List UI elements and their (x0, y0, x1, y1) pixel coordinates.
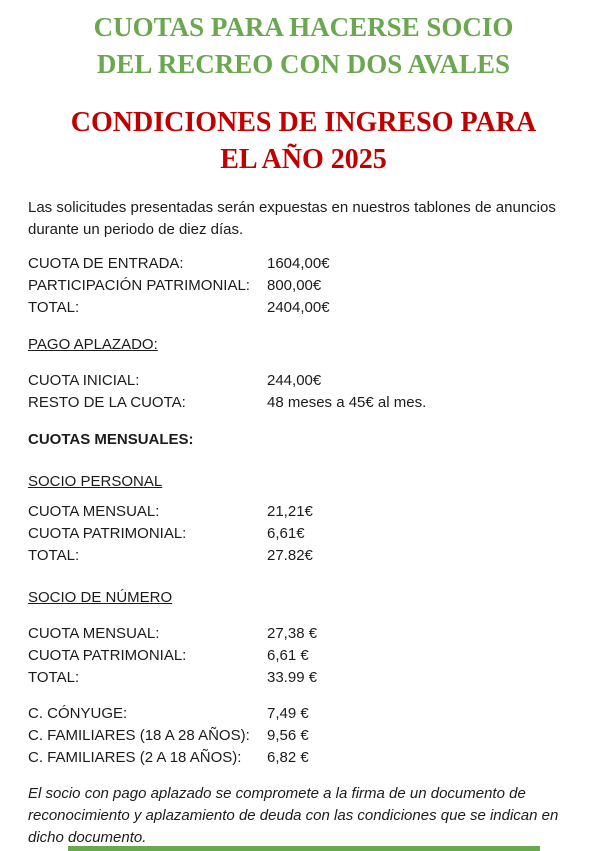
intro-paragraph: Las solicitudes presentadas serán expues… (28, 199, 556, 238)
fee-row: PARTICIPACIÓN PATRIMONIAL: 800,00€ (28, 275, 582, 297)
fee-value: 7,49 € (267, 705, 309, 722)
entrada-fee-group: CUOTA DE ENTRADA: 1604,00€ PARTICIPACIÓN… (28, 253, 582, 319)
fee-value: 1604,00€ (267, 255, 330, 272)
fee-value: 27,38 € (267, 625, 318, 642)
fee-row: CUOTA MENSUAL: 21,21€ (28, 501, 582, 523)
fee-row: C. CÓNYUGE: 7,49 € (28, 703, 582, 725)
main-title-line2: DEL RECREO CON DOS AVALES (96, 49, 511, 79)
fee-label: CUOTA PATRIMONIAL: (28, 647, 187, 664)
fee-value: 33.99 € (267, 669, 318, 686)
pago-aplazado-fee-group: CUOTA INICIAL: 244,00€ RESTO DE LA CUOTA… (28, 370, 582, 414)
fee-value: 244,00€ (267, 372, 322, 389)
socio-numero-heading: SOCIO DE NÚMERO (28, 589, 173, 606)
fee-label: CUOTA INICIAL: (28, 372, 140, 389)
subtitle-line1: CONDICIONES DE INGRESO PARA (70, 107, 537, 138)
document-body: Las solicitudes presentadas serán expues… (0, 197, 607, 849)
fee-label: CUOTA MENSUAL: (28, 503, 160, 520)
fee-label: CUOTA DE ENTRADA: (28, 255, 184, 272)
fee-value: 6,61 € (267, 647, 309, 664)
socio-personal-heading: SOCIO PERSONAL (28, 473, 163, 490)
fee-label: TOTAL: (28, 669, 80, 686)
fee-value: 6,82 € (267, 749, 309, 766)
socio-personal-fee-group: CUOTA MENSUAL: 21,21€ CUOTA PATRIMONIAL:… (28, 501, 582, 567)
main-title: CUOTAS PARA HACERSE SOCIO DEL RECREO CON… (0, 9, 607, 83)
fee-value: 9,56 € (267, 727, 309, 744)
fee-value: 6,61€ (267, 525, 305, 542)
subtitle: CONDICIONES DE INGRESO PARA EL AÑO 2025 (0, 104, 607, 178)
document-header: CUOTAS PARA HACERSE SOCIO DEL RECREO CON… (0, 9, 607, 178)
fee-label: TOTAL: (28, 547, 80, 564)
fee-row: C. FAMILIARES (18 A 28 AÑOS): 9,56 € (28, 725, 582, 747)
socio-numero-fee-group: CUOTA MENSUAL: 27,38 € CUOTA PATRIMONIAL… (28, 623, 582, 689)
fee-value: 21,21€ (267, 503, 313, 520)
fee-label: C. CÓNYUGE: (28, 705, 128, 722)
fee-label: PARTICIPACIÓN PATRIMONIAL: (28, 277, 250, 294)
fee-label: TOTAL: (28, 299, 80, 316)
pago-aplazado-heading: PAGO APLAZADO: (28, 336, 158, 353)
fee-value: 800,00€ (267, 277, 322, 294)
fee-label: C. FAMILIARES (18 A 28 AÑOS): (28, 727, 250, 744)
fee-row: CUOTA DE ENTRADA: 1604,00€ (28, 253, 582, 275)
fee-value: 27.82€ (267, 547, 313, 564)
fee-label: C. FAMILIARES (2 A 18 AÑOS): (28, 749, 242, 766)
main-title-line1: CUOTAS PARA HACERSE SOCIO (93, 12, 514, 42)
fee-label: RESTO DE LA CUOTA: (28, 394, 186, 411)
fee-label: CUOTA MENSUAL: (28, 625, 160, 642)
fee-row: CUOTA INICIAL: 244,00€ (28, 370, 582, 392)
fee-label: CUOTA PATRIMONIAL: (28, 525, 187, 542)
fee-value: 48 meses a 45€ al mes. (267, 394, 427, 411)
fee-row: CUOTA PATRIMONIAL: 6,61€ (28, 523, 582, 545)
familiares-fee-group: C. CÓNYUGE: 7,49 € C. FAMILIARES (18 A 2… (28, 703, 582, 769)
fee-row: CUOTA PATRIMONIAL: 6,61 € (28, 645, 582, 667)
footer-note-paragraph: El socio con pago aplazado se compromete… (28, 785, 559, 846)
fee-row: RESTO DE LA CUOTA: 48 meses a 45€ al mes… (28, 392, 582, 414)
fee-row: C. FAMILIARES (2 A 18 AÑOS): 6,82 € (28, 747, 582, 769)
bottom-green-bar (68, 846, 540, 851)
fee-row: TOTAL: 33.99 € (28, 667, 582, 689)
fee-row: CUOTA MENSUAL: 27,38 € (28, 623, 582, 645)
fee-row: TOTAL: 2404,00€ (28, 297, 582, 319)
cuotas-mensuales-heading: CUOTAS MENSUALES: (28, 431, 194, 448)
fee-row: TOTAL: 27.82€ (28, 545, 582, 567)
subtitle-line2: EL AÑO 2025 (220, 144, 387, 175)
fee-value: 2404,00€ (267, 299, 330, 316)
